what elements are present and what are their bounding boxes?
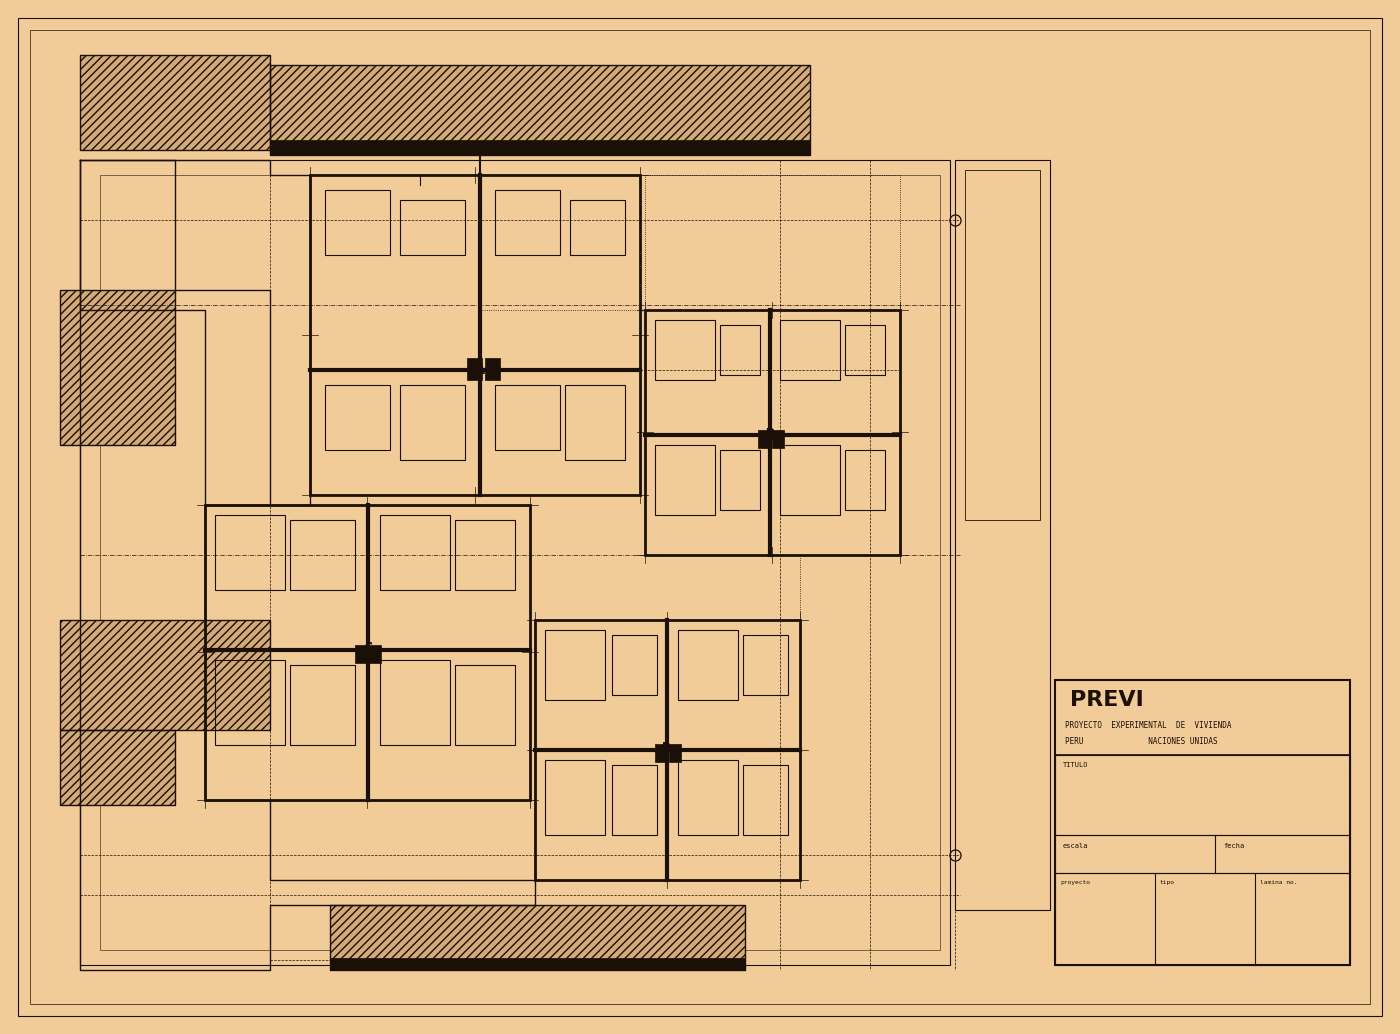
Bar [60, 730, 175, 805]
Bar [645, 310, 900, 555]
Bar [379, 660, 449, 746]
Bar [743, 635, 788, 695]
Bar [484, 358, 500, 381]
Bar [330, 905, 745, 970]
Bar [720, 325, 760, 375]
Bar [370, 645, 381, 663]
Text: D: D [662, 742, 672, 758]
Bar [468, 358, 482, 381]
Text: fecha: fecha [1224, 843, 1245, 849]
Bar [545, 630, 605, 700]
Bar [60, 730, 175, 805]
Bar [545, 760, 605, 835]
Bar [290, 520, 356, 590]
Bar [80, 55, 270, 150]
Bar [743, 765, 788, 835]
Bar [60, 290, 175, 445]
Bar [80, 160, 951, 965]
Bar [965, 170, 1040, 520]
Bar [60, 290, 175, 445]
Bar [80, 55, 270, 150]
Bar [325, 385, 391, 450]
Bar [720, 450, 760, 510]
Text: C: C [364, 642, 372, 658]
Text: lamina no.: lamina no. [1260, 880, 1298, 885]
Bar [655, 320, 715, 381]
Bar [290, 665, 356, 746]
Bar [330, 957, 745, 970]
Text: PROYECTO  EXPERIMENTAL  DE  VIVIENDA: PROYECTO EXPERIMENTAL DE VIVIENDA [1065, 721, 1232, 730]
Bar [535, 620, 799, 880]
Bar [60, 620, 270, 730]
Bar [612, 765, 657, 835]
Text: escala: escala [1063, 843, 1089, 849]
Bar [1056, 755, 1350, 835]
Bar [216, 660, 286, 746]
Bar [669, 744, 680, 762]
Bar [496, 190, 560, 255]
Bar [216, 515, 286, 590]
Bar [330, 905, 745, 970]
Bar [655, 744, 666, 762]
Bar [846, 325, 885, 375]
Bar [1056, 873, 1350, 965]
Bar [455, 665, 515, 746]
Bar [780, 445, 840, 515]
Bar [1056, 680, 1350, 755]
Bar [309, 175, 640, 495]
Text: PREVI: PREVI [1070, 690, 1144, 710]
Bar [566, 385, 624, 460]
Bar [270, 65, 811, 155]
Text: PERU              NACIONES UNIDAS: PERU NACIONES UNIDAS [1065, 737, 1218, 747]
Bar [356, 645, 367, 663]
Bar [1056, 680, 1350, 965]
Bar [846, 450, 885, 510]
Bar [379, 515, 449, 590]
Bar [270, 140, 811, 155]
Bar [771, 430, 784, 448]
Bar [496, 385, 560, 450]
Bar [678, 630, 738, 700]
Bar [204, 505, 531, 800]
Bar [99, 175, 939, 950]
Bar [270, 65, 811, 155]
Bar [325, 190, 391, 255]
Bar [612, 635, 657, 695]
Text: proyecto: proyecto [1060, 880, 1091, 885]
Bar [570, 200, 624, 255]
Bar [757, 430, 770, 448]
Text: B: B [766, 427, 774, 443]
Bar [655, 445, 715, 515]
Bar [780, 320, 840, 381]
Bar [400, 385, 465, 460]
Text: TITULO: TITULO [1063, 762, 1089, 768]
Text: tipo: tipo [1161, 880, 1175, 885]
Bar [955, 160, 1050, 910]
Bar [1056, 835, 1350, 873]
Text: A: A [476, 363, 484, 377]
Bar [455, 520, 515, 590]
Bar [60, 620, 270, 730]
Bar [678, 760, 738, 835]
Bar [400, 200, 465, 255]
